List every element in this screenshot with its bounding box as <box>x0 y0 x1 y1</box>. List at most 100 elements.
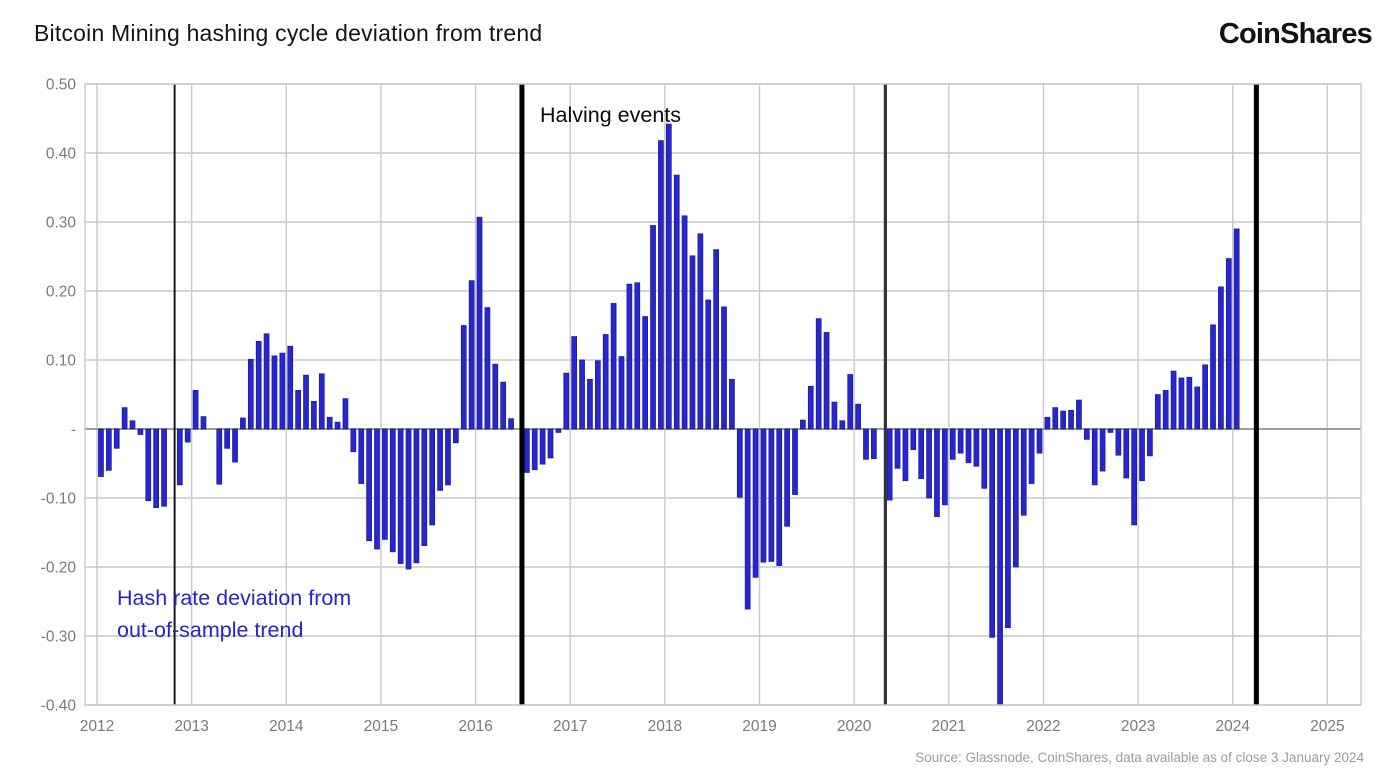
bar-2020-03 <box>871 428 877 460</box>
bar-2017-11 <box>650 225 656 430</box>
bar-2017-04 <box>594 360 601 430</box>
bar-2018-07 <box>713 249 719 430</box>
bar-2020-08 <box>910 428 917 451</box>
bar-2023-01 <box>1139 428 1145 482</box>
bar-2012-09 <box>161 428 167 507</box>
hash-rate-annotation-line2: out-of-sample trend <box>117 618 304 642</box>
bar-2017-03 <box>587 378 593 430</box>
bar-2013-10 <box>263 333 270 430</box>
bar-2023-06 <box>1178 377 1185 430</box>
y-tick-label: -0.10 <box>41 491 77 508</box>
bar-2015-06 <box>421 428 428 546</box>
bar-2016-04 <box>500 381 507 430</box>
x-tick-label: 2020 <box>837 718 872 735</box>
bar-2018-09 <box>729 378 735 430</box>
bar-2019-01 <box>760 428 767 563</box>
bar-2020-02 <box>863 428 869 460</box>
bar-2013-06 <box>232 428 238 463</box>
bar-2019-06 <box>800 419 806 430</box>
bar-2017-12 <box>658 140 664 430</box>
bar-2012-02 <box>105 428 112 471</box>
y-tick-label: 0.50 <box>46 77 77 94</box>
halving-events-label: Halving events <box>540 103 682 127</box>
bar-2016-05 <box>508 418 514 430</box>
x-tick-label: 2016 <box>458 718 492 735</box>
x-axis-labels: 2012 2013 2014 2015 2016 2017 2018 2019 2020 2021… <box>80 718 1345 735</box>
bar-2021-10 <box>1020 428 1027 516</box>
x-tick-label: 2018 <box>648 718 682 735</box>
bar-2014-02 <box>295 390 301 430</box>
bar-2014-07 <box>334 421 341 430</box>
plot-border <box>84 83 1362 706</box>
bar-2013-04 <box>216 428 223 485</box>
bar-2023-11 <box>1218 286 1224 430</box>
x-tick-label: 2024 <box>1215 718 1250 735</box>
bar-2016-08 <box>531 428 538 471</box>
bar-2019-10 <box>831 401 838 430</box>
bar-2023-10 <box>1210 324 1216 430</box>
bar-2015-11 <box>460 325 467 430</box>
bar-2022-10 <box>1115 428 1122 456</box>
bar-2019-08 <box>815 318 822 430</box>
bar-2021-02 <box>957 428 964 454</box>
bar-2017-07 <box>618 356 625 430</box>
bar-2021-09 <box>1012 428 1019 568</box>
hash-rate-annotation: Hash rate deviation from out-of-sample t… <box>117 582 351 646</box>
bar-2019-12 <box>847 374 854 430</box>
bar-2013-05 <box>224 428 230 449</box>
bar-2016-09 <box>539 428 546 465</box>
bar-2022-11 <box>1123 428 1130 479</box>
bar-2012-01 <box>98 428 104 477</box>
bars <box>98 123 1240 706</box>
y-tick-label: 0.40 <box>46 146 77 163</box>
bar-2018-01 <box>665 123 672 430</box>
bar-2023-12 <box>1225 258 1232 430</box>
bar-2012-06 <box>137 428 144 435</box>
bar-2019-02 <box>768 428 775 562</box>
bar-2013-02 <box>200 416 207 430</box>
source-note: Source: Glassnode, CoinShares, data avai… <box>915 750 1364 765</box>
bar-2014-08 <box>342 398 349 430</box>
bar-2020-07 <box>902 428 909 482</box>
bar-2023-09 <box>1202 364 1208 430</box>
bar-2012-03 <box>113 428 120 449</box>
bar-2021-01 <box>949 428 956 460</box>
x-tick-label: 2014 <box>269 718 304 735</box>
bar-2012-12 <box>184 428 191 443</box>
bar-2021-11 <box>1028 428 1035 484</box>
x-tick-label: 2015 <box>364 718 398 735</box>
x-tick-label: 2023 <box>1121 718 1155 735</box>
bar-2015-12 <box>468 280 475 430</box>
bar-2015-01 <box>382 428 388 540</box>
bar-2019-05 <box>792 428 798 495</box>
bar-2021-03 <box>965 428 972 464</box>
bar-2023-05 <box>1170 370 1177 430</box>
bar-2014-09 <box>350 428 357 453</box>
bar-2014-12 <box>374 428 380 550</box>
y-tick-label: -0.20 <box>41 560 77 577</box>
bar-2012-11 <box>176 428 183 486</box>
bar-2012-04 <box>121 407 128 430</box>
bar-2013-07 <box>240 417 246 430</box>
bar-2012-07 <box>145 428 152 502</box>
bar-2023-04 <box>1162 390 1169 430</box>
y-tick-label: 0.30 <box>46 215 77 232</box>
hash-rate-annotation-line1: Hash rate deviation from <box>117 586 352 610</box>
bar-2012-08 <box>153 428 160 509</box>
x-tick-label: 2025 <box>1310 718 1344 735</box>
bar-2022-05 <box>1076 399 1082 430</box>
bar-2020-05 <box>886 428 893 501</box>
bar-2018-05 <box>697 233 704 430</box>
bar-2013-11 <box>271 355 278 430</box>
x-tick-label: 2012 <box>80 718 114 735</box>
bar-2022-06 <box>1083 428 1090 440</box>
bar-2021-12 <box>1036 428 1043 454</box>
bar-2023-08 <box>1194 386 1201 430</box>
bar-2019-09 <box>823 332 830 430</box>
bar-2016-07 <box>523 428 530 473</box>
bar-2017-02 <box>579 359 585 430</box>
bar-2022-09 <box>1107 428 1114 433</box>
bar-2018-11 <box>744 428 751 610</box>
bar-2021-05 <box>981 428 988 489</box>
